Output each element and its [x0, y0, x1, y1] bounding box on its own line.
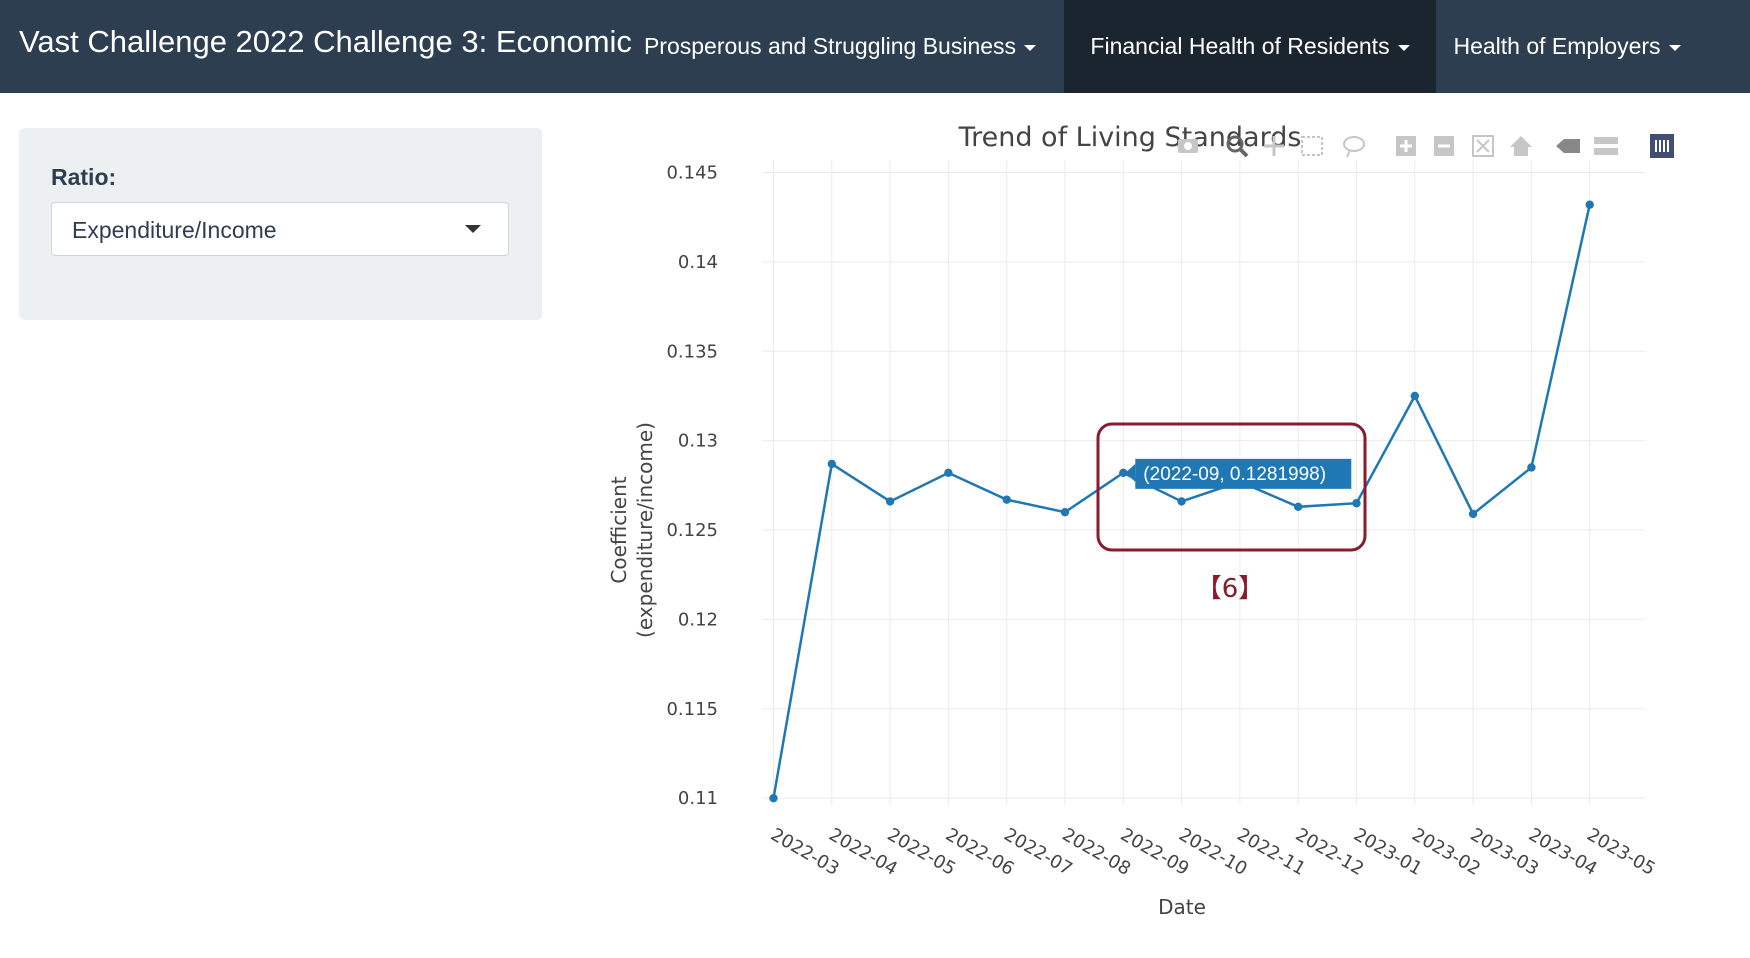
data-point[interactable] [1002, 495, 1011, 504]
y-tick-label: 0.115 [666, 699, 718, 720]
ratio-label: Ratio: [51, 164, 117, 190]
spike-lines-icon[interactable] [1556, 139, 1580, 153]
data-point[interactable] [944, 468, 953, 478]
tooltip-text: (2022-09, 0.1281998) [1143, 464, 1326, 485]
data-point[interactable] [1527, 463, 1536, 472]
compare-hover-icon[interactable] [1594, 137, 1618, 155]
nav-label: Financial Health of Residents [1090, 33, 1390, 59]
caret-down-icon [1397, 44, 1410, 51]
app-title[interactable]: Vast Challenge 2022 Challenge 3: Economi… [19, 24, 632, 59]
data-point[interactable] [1177, 497, 1186, 506]
y-tick-label: 0.12 [678, 609, 718, 630]
zoom-out-icon[interactable] [1434, 136, 1454, 156]
data-point[interactable] [885, 497, 895, 506]
y-tick-label: 0.135 [666, 341, 718, 362]
nav-prosperous-struggling-business[interactable]: Prosperous and Struggling Business [630, 0, 1050, 93]
caret-down-icon [1668, 44, 1681, 51]
y-tick-label: 0.125 [666, 520, 718, 541]
x-axis-label: Date [1158, 895, 1206, 919]
modebar [1178, 134, 1674, 158]
tooltip-background [1135, 458, 1352, 489]
data-point[interactable] [1060, 507, 1070, 517]
zoom-icon[interactable] [1226, 135, 1249, 158]
chart-title: Trend of Living Standards [958, 122, 1302, 153]
y-tick-label: 0.13 [678, 431, 718, 452]
pan-icon[interactable] [1264, 136, 1284, 156]
caret-down-icon [1024, 44, 1037, 51]
annotation-marker-label: 【6】 [1196, 574, 1265, 604]
nav-financial-health-residents[interactable]: Financial Health of Residents [1064, 0, 1436, 93]
box-select-icon[interactable] [1301, 136, 1323, 156]
plotly-logo-icon[interactable] [1650, 134, 1674, 158]
y-tick-label: 0.11 [678, 788, 718, 809]
data-point[interactable] [1410, 391, 1419, 401]
chart-container: 0.11 0.115 0.12 0.125 0.13 0.135 0.14 0.145 202… [600, 110, 1730, 940]
data-point[interactable] [827, 459, 836, 469]
zoom-in-icon[interactable] [1396, 136, 1416, 156]
y-axis-label: Coefficient (expenditure/income) [607, 422, 657, 638]
data-point[interactable] [1585, 200, 1594, 209]
annotation-highlight-box [1096, 422, 1367, 552]
y-axis-label-line: (expenditure/income) [633, 422, 657, 638]
sidebar-panel: Ratio: Expenditure/Income [19, 128, 542, 320]
nav-label: Health of Employers [1453, 33, 1661, 59]
nav-health-of-employers[interactable]: Health of Employers [1436, 0, 1698, 93]
reset-axes-icon[interactable] [1510, 136, 1532, 156]
data-point[interactable] [769, 793, 778, 803]
data-point[interactable] [1119, 468, 1128, 478]
y-tick-label: 0.145 [666, 163, 718, 184]
navbar: Vast Challenge 2022 Challenge 3: Economi… [0, 0, 1750, 93]
data-point[interactable] [1294, 502, 1303, 512]
hover-tooltip: (2022-09, 0.1281998) [1125, 458, 1352, 489]
lasso-select-icon[interactable] [1343, 136, 1365, 158]
chevron-down-icon [465, 225, 481, 233]
tooltip-pointer [1125, 463, 1136, 482]
y-axis-label-line: Coefficient [607, 476, 631, 583]
nav-label: Prosperous and Struggling Business [643, 33, 1017, 59]
data-point[interactable] [1352, 499, 1361, 508]
data-point[interactable] [1468, 509, 1478, 519]
y-tick-label: 0.14 [678, 252, 718, 273]
camera-icon[interactable] [1178, 139, 1198, 153]
autoscale-icon[interactable] [1472, 135, 1494, 157]
ratio-select[interactable]: Expenditure/Income [51, 202, 509, 256]
ratio-select-value: Expenditure/Income [72, 217, 277, 243]
